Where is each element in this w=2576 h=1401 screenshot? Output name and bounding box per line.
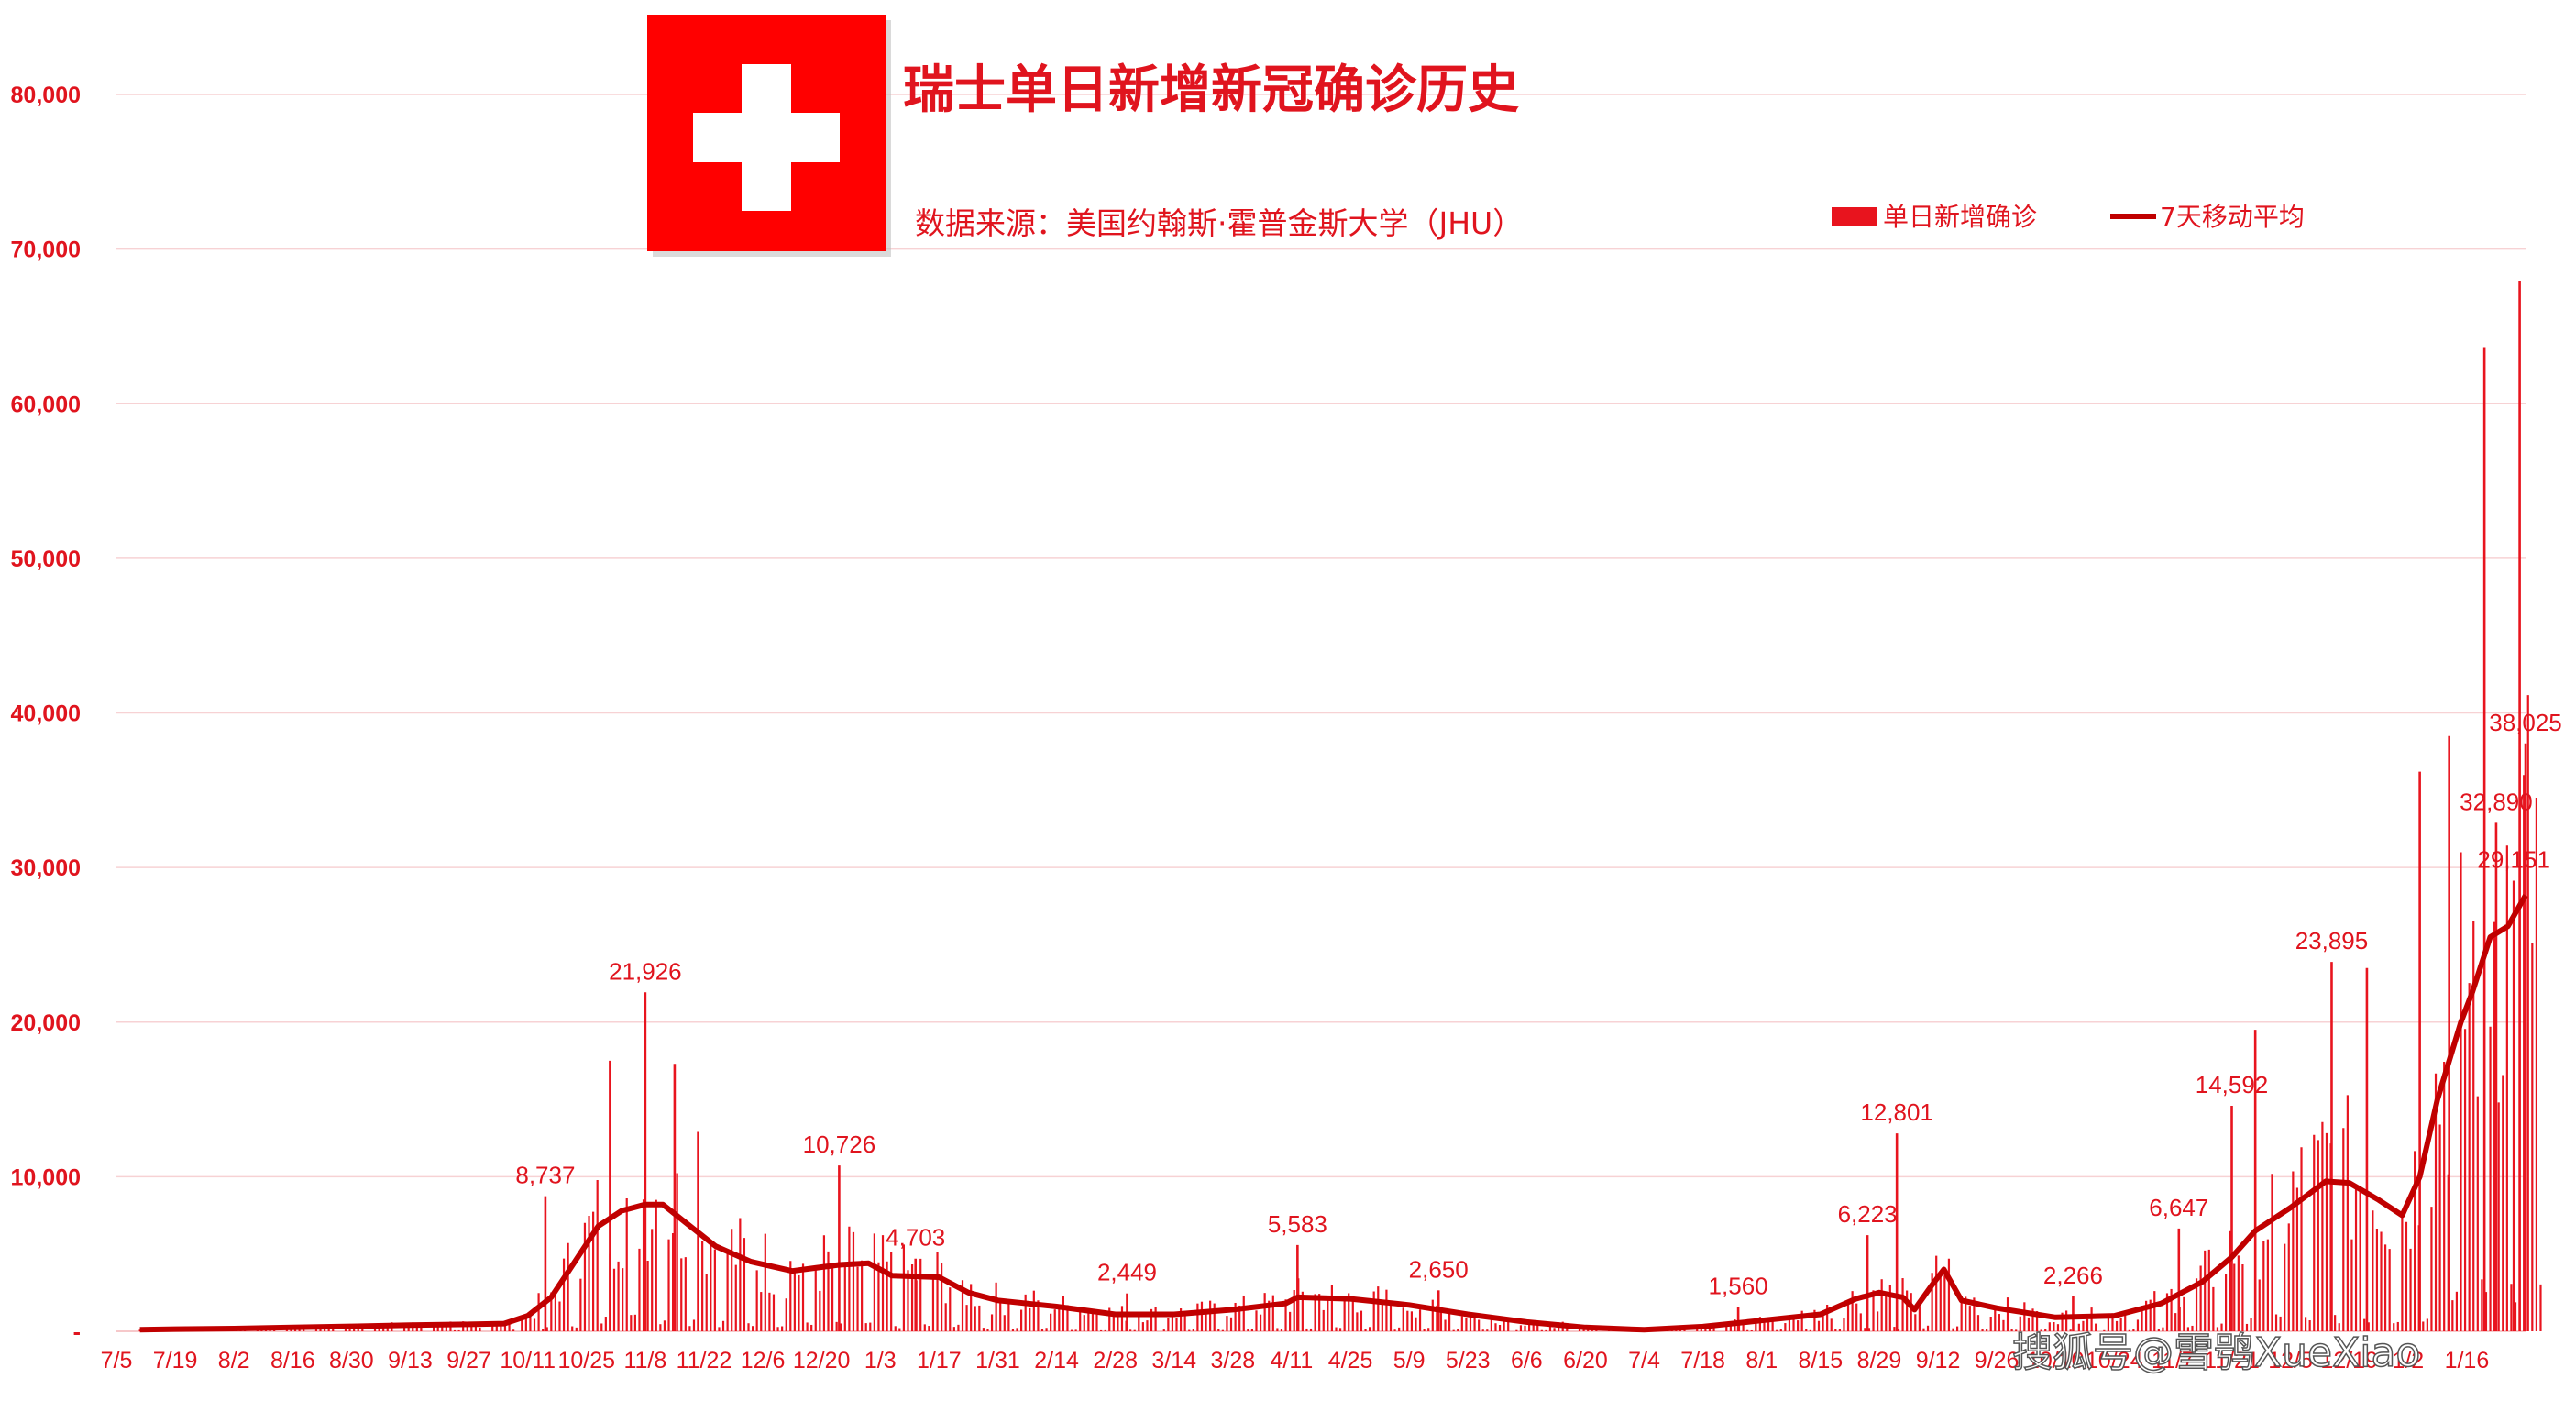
y-tick-label: - — [73, 1319, 81, 1345]
x-tick-label: 9/12 — [1916, 1348, 1961, 1373]
x-tick-label: 1/3 — [864, 1348, 897, 1373]
x-tick-label: 10/11 — [500, 1348, 556, 1373]
data-label: 14,592 — [2196, 1071, 2269, 1098]
x-tick-label: 10/25 — [557, 1348, 615, 1373]
x-tick-label: 11/8 — [623, 1348, 666, 1373]
x-tick-label: 10/24 — [2086, 1348, 2143, 1373]
x-tick-label: 6/6 — [1511, 1348, 1543, 1373]
x-tick-label: 9/26 — [1975, 1348, 2020, 1373]
x-axis-ticks: 7/5 7/19 8/2 8/16 8/30 9/13 9/27 10/11 10/25 11/8… — [101, 1348, 2490, 1373]
x-tick-label: 7/18 — [1680, 1348, 1725, 1373]
x-tick-label: 11/7 — [2152, 1348, 2195, 1373]
data-label: 38,025 — [2489, 709, 2562, 736]
x-tick-label: 3/14 — [1151, 1348, 1196, 1373]
chart-title: 瑞士单日新增新冠确诊历史 — [903, 61, 1519, 120]
x-tick-label: 3/28 — [1211, 1348, 1256, 1373]
data-label: 6,223 — [1838, 1200, 1898, 1228]
x-tick-label: 5/9 — [1393, 1348, 1426, 1373]
x-tick-label: 1/2 — [2392, 1348, 2424, 1373]
moving-average-path — [139, 894, 2528, 1333]
x-tick-label: 12/20 — [793, 1348, 851, 1373]
x-tick-label: 8/1 — [1745, 1348, 1778, 1373]
watermark: 搜狐号@雪鸮XueXiao — [2012, 1329, 2420, 1376]
flag-cross-horizontal — [693, 113, 840, 162]
x-tick-label: 9/27 — [446, 1348, 491, 1373]
x-tick-label: 2/28 — [1093, 1348, 1138, 1373]
x-tick-label: 8/2 — [218, 1348, 250, 1373]
x-tick-label: 4/11 — [1271, 1348, 1314, 1373]
legend-line-label: 7天移动平均 — [2160, 202, 2305, 232]
y-tick-label: 10,000 — [11, 1164, 81, 1190]
data-source: 数据来源：美国约翰斯·霍普金斯大学（JHU） — [915, 205, 1523, 241]
data-label: 1,560 — [1709, 1273, 1768, 1300]
legend-bar-label: 单日新增确诊 — [1883, 202, 2037, 232]
x-tick-label: 1/17 — [917, 1348, 962, 1373]
y-axis-ticks: - 10,000 20,000 30,000 40,000 50,000 60,000 70,… — [11, 83, 81, 1345]
switzerland-flag — [647, 15, 891, 257]
x-tick-label: 8/30 — [329, 1348, 374, 1373]
data-label: 4,703 — [886, 1224, 945, 1252]
data-label: 21,926 — [609, 957, 682, 985]
x-tick-label: 8/16 — [270, 1348, 315, 1373]
data-label: 10,726 — [803, 1131, 876, 1158]
data-label: 2,449 — [1097, 1259, 1157, 1286]
gridlines — [116, 94, 2526, 1332]
data-label: 6,647 — [2149, 1194, 2208, 1221]
x-tick-label: 10/10 — [2027, 1348, 2085, 1373]
data-label: 32,890 — [2460, 788, 2533, 815]
y-tick-label: 40,000 — [11, 701, 81, 727]
y-tick-label: 50,000 — [11, 546, 81, 572]
x-tick-label: 7/5 — [101, 1348, 133, 1373]
data-label: 8,737 — [515, 1162, 575, 1189]
x-tick-label: 11/21 — [2204, 1348, 2260, 1373]
x-tick-label: 8/29 — [1857, 1348, 1902, 1373]
x-tick-label: 5/23 — [1446, 1348, 1491, 1373]
x-tick-label: 1/31 — [975, 1348, 1020, 1373]
data-label: 5,583 — [1268, 1210, 1327, 1238]
daily-cases-bars — [138, 281, 2542, 1331]
x-tick-label: 2/14 — [1034, 1348, 1079, 1373]
data-label: 2,650 — [1409, 1255, 1469, 1283]
legend-bar-swatch — [1832, 207, 1877, 226]
x-tick-label: 7/4 — [1628, 1348, 1660, 1373]
data-label: 29,151 — [2477, 845, 2550, 873]
y-tick-label: 70,000 — [11, 237, 81, 263]
x-tick-label: 12/19 — [2320, 1348, 2378, 1373]
x-tick-label: 1/16 — [2445, 1348, 2490, 1373]
data-label: 23,895 — [2295, 927, 2369, 954]
y-tick-label: 60,000 — [11, 392, 81, 417]
y-tick-label: 30,000 — [11, 855, 81, 881]
data-label: 2,266 — [2043, 1262, 2103, 1289]
x-tick-label: 9/13 — [388, 1348, 433, 1373]
y-tick-label: 80,000 — [11, 83, 81, 108]
data-label: 12,801 — [1860, 1098, 1933, 1126]
x-tick-label: 7/19 — [153, 1348, 198, 1373]
moving-average-line — [139, 894, 2528, 1333]
x-tick-label: 4/25 — [1328, 1348, 1373, 1373]
x-tick-label: 12/6 — [741, 1348, 786, 1373]
data-labels: 8,737 21,926 10,726 4,703 2,449 5,583 2,650 1,5… — [515, 709, 2561, 1300]
y-tick-label: 20,000 — [11, 1010, 81, 1036]
x-tick-label: 11/22 — [677, 1348, 732, 1373]
legend: 单日新增确诊 7天移动平均 — [1832, 202, 2305, 232]
x-tick-label: 8/15 — [1798, 1348, 1843, 1373]
x-tick-label: 6/20 — [1563, 1348, 1608, 1373]
x-tick-label: 12/5 — [2268, 1348, 2313, 1373]
